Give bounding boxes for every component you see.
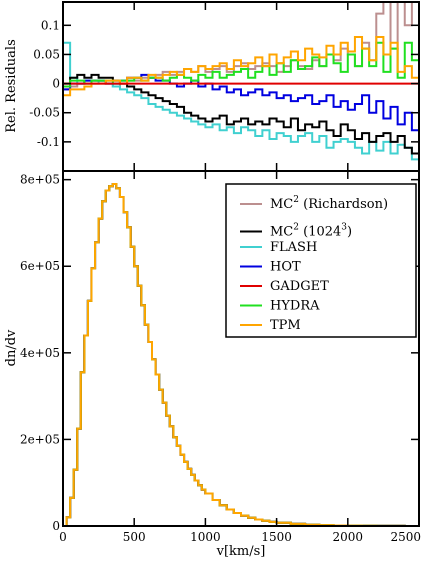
residual-y-tick-label-1: 0.05 (33, 47, 60, 61)
residual-line-6 (63, 35, 419, 97)
legend-label-1: MC2 (10243) (270, 223, 352, 240)
residual-y-tick-label-2: 0 (52, 77, 60, 91)
distribution-line-6 (63, 182, 419, 526)
distribution-y-axis-title: dn/dv (4, 329, 19, 366)
distribution-y-tick-label-4: 8e+05 (20, 173, 60, 187)
residual-line-0 (63, 2, 419, 91)
residual-y-tick-label-3: -0.05 (29, 106, 60, 120)
distribution-y-tick-label-2: 4e+05 (20, 346, 60, 360)
residual-y-axis-title: Rel. Residuals (4, 39, 19, 133)
residual-line-2 (63, 41, 419, 161)
distribution-series-group (63, 182, 419, 526)
legend-label-3: HOT (270, 260, 301, 275)
residual-y-ticks: 0.1 0.05 0 -0.05 -0.1 (29, 2, 420, 171)
distribution-x-tick-label-0: 0 (59, 530, 67, 544)
distribution-x-tick-label-5: 2500 (390, 530, 421, 544)
distribution-panel: 0 2e+05 4e+05 6e+05 8e+05 0 500 1000 1500 2000 250… (4, 170, 421, 559)
legend-box (225, 183, 417, 338)
distribution-y-tick-label-0: 0 (52, 519, 60, 533)
distribution-y-tick-label-1: 2e+05 (20, 432, 60, 446)
legend-label-4: GADGET (270, 279, 329, 294)
legend-label-0: MC2 (Richardson) (270, 195, 388, 212)
distribution-ticks: 0 2e+05 4e+05 6e+05 8e+05 0 500 1000 1500 2000 250… (20, 171, 421, 544)
distribution-x-tick-label-3: 1500 (261, 530, 292, 544)
residual-y-tick-label-0: 0.1 (41, 18, 60, 32)
distribution-y-tick-label-3: 6e+05 (20, 259, 60, 273)
distribution-x-tick-label-2: 1000 (190, 530, 221, 544)
legend: MC2 (Richardson) MC2 (10243)FLASH HOT GADGE… (225, 183, 417, 338)
legend-label-5: HYDRA (270, 299, 320, 314)
residual-y-tick-label-4: -0.1 (37, 135, 60, 149)
distribution-x-tick-label-4: 2000 (333, 530, 364, 544)
distribution-plot-frame (62, 170, 420, 527)
residuals-panel: 0.1 0.05 0 -0.05 -0.1 Rel. Residuals (4, 1, 420, 172)
residual-series-group (63, 2, 419, 161)
distribution-x-axis-title: v[km/s] (216, 544, 266, 559)
legend-label-6: TPM (270, 318, 301, 333)
distribution-x-tick-label-1: 500 (123, 530, 146, 544)
legend-label-2: FLASH (270, 240, 317, 255)
